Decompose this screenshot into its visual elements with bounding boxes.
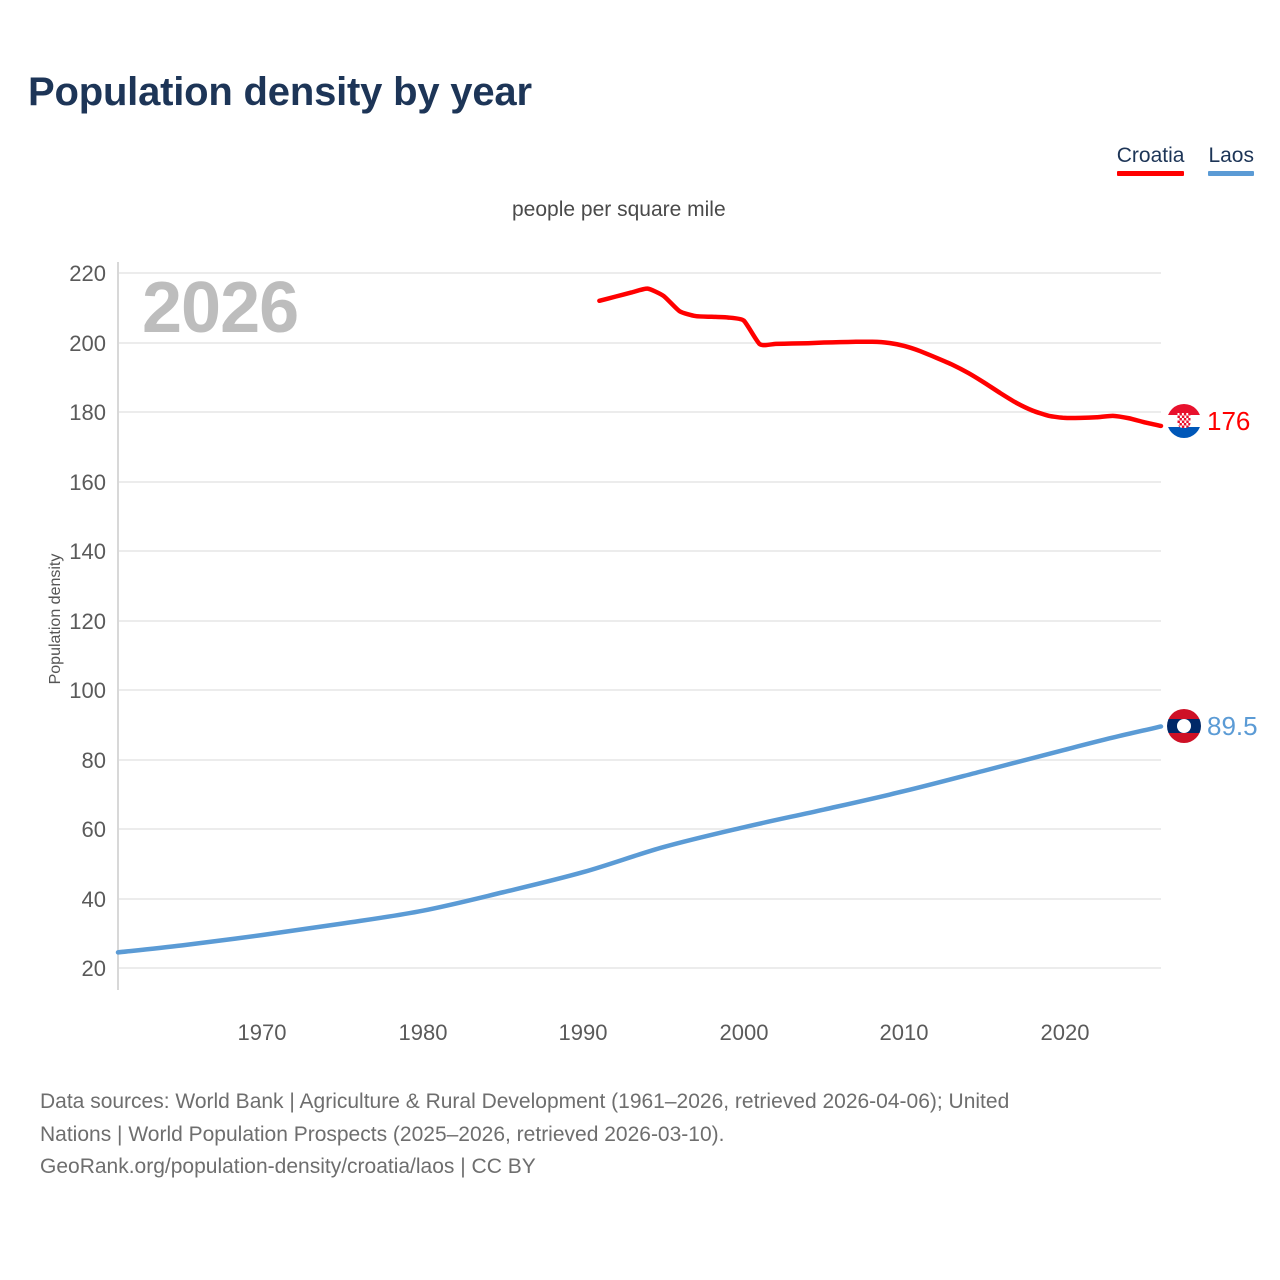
y-tick-160: 160	[69, 470, 106, 495]
x-tick-1970: 1970	[238, 1020, 287, 1045]
croatia-flag-icon	[1167, 404, 1201, 438]
y-gridlines	[118, 272, 1161, 969]
y-tick-180: 180	[69, 400, 106, 425]
legend-label-croatia: Croatia	[1116, 144, 1185, 167]
endpoint-croatia: 176	[1167, 404, 1250, 438]
y-tick-40: 40	[82, 887, 106, 912]
page-title: Population density by year	[28, 70, 532, 114]
legend-swatch-laos	[1208, 171, 1254, 177]
legend-swatch-croatia	[1116, 171, 1185, 177]
year-watermark: 2026	[142, 268, 299, 348]
y-tick-80: 80	[82, 748, 106, 773]
x-tick-1980: 1980	[399, 1020, 448, 1045]
y-tick-220: 220	[69, 261, 106, 286]
legend-label-laos: Laos	[1208, 144, 1254, 167]
footer-line-1: Data sources: World Bank | Agriculture &…	[40, 1090, 1010, 1113]
chart-legend: Croatia Laos	[1116, 144, 1254, 177]
x-tick-labels: 1970 1980 1990 2000 2010 2020	[238, 1020, 1090, 1045]
laos-flag-icon	[1167, 709, 1201, 743]
y-tick-60: 60	[82, 817, 106, 842]
y-tick-120: 120	[69, 609, 106, 634]
footer-line-2: Nations | World Population Prospects (20…	[40, 1122, 725, 1146]
y-tick-140: 140	[69, 539, 106, 564]
legend-item-laos[interactable]: Laos	[1208, 144, 1254, 177]
chart-footer: Data sources: World Bank | Agriculture &…	[40, 1086, 1255, 1184]
x-tick-2000: 2000	[720, 1020, 769, 1045]
x-tick-2020: 2020	[1041, 1020, 1090, 1045]
x-tick-2010: 2010	[880, 1020, 929, 1045]
plot-area: 220 200 180 160 140 120 100 80 60 40 20 …	[69, 261, 1164, 1045]
legend-item-croatia[interactable]: Croatia	[1116, 144, 1185, 177]
y-tick-labels: 220 200 180 160 140 120 100 80 60 40 20	[69, 261, 106, 981]
y-tick-20: 20	[82, 956, 106, 981]
y-tick-100: 100	[69, 678, 106, 703]
endpoint-value-croatia: 176	[1207, 406, 1251, 436]
y-tick-200: 200	[69, 331, 106, 356]
chart-subtitle: people per square mile	[512, 198, 726, 221]
series-line-laos	[115, 724, 1164, 955]
x-tick-1990: 1990	[559, 1020, 608, 1045]
endpoint-value-laos: 89.5	[1207, 711, 1258, 741]
endpoint-laos: 89.5	[1167, 709, 1258, 743]
series-line-croatia	[597, 286, 1164, 429]
footer-line-3: GeoRank.org/population-density/croatia/l…	[40, 1155, 536, 1179]
